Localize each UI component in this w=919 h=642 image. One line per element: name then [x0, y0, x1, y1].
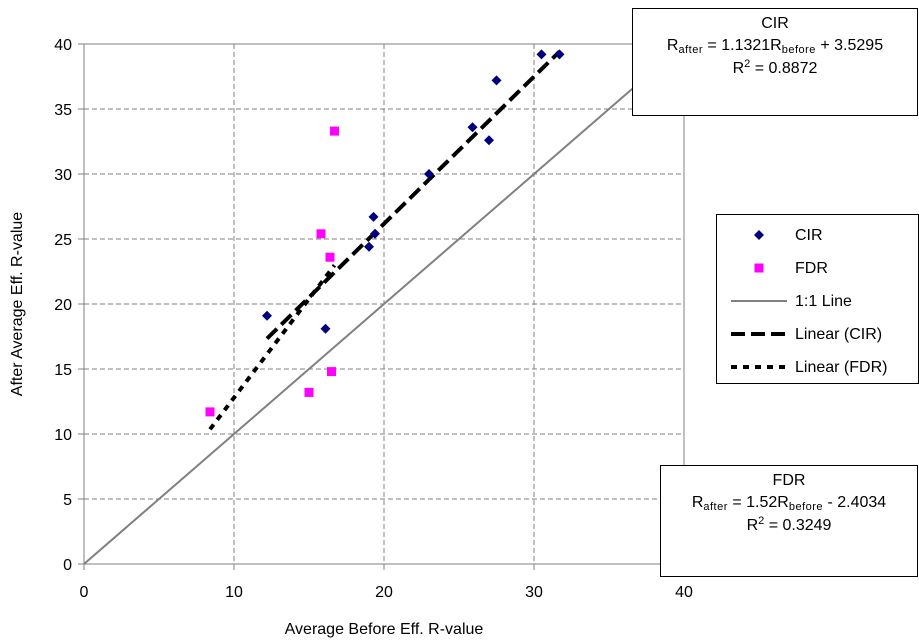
fdr-point — [327, 367, 336, 377]
cir-point — [536, 49, 547, 60]
cir-equation: Rafter = 1.1321Rbefore + 3.5295 — [666, 36, 884, 56]
fdr-point — [330, 126, 339, 136]
cir-equation-title: CIR — [761, 15, 789, 32]
fdr-r-squared: R2 = 0.3249 — [746, 515, 832, 535]
legend-label: 1:1 Line — [795, 293, 852, 310]
y-tick-label: 15 — [54, 362, 72, 379]
cir-point — [370, 228, 380, 239]
legend-marker-cir — [754, 230, 764, 240]
y-tick-label: 40 — [54, 37, 72, 54]
cir-point — [554, 49, 565, 60]
cir-point — [424, 169, 434, 179]
cir-point — [262, 310, 272, 321]
fdr-equation-title: FDR — [772, 472, 806, 489]
cir-point — [491, 75, 502, 86]
y-tick-label: 30 — [54, 167, 72, 184]
y-tick-label: 35 — [54, 102, 72, 119]
series-points — [205, 49, 565, 417]
axis-ticks: 0 5 10 15 20 25 30 35 40 0 10 20 30 40 — [54, 37, 693, 601]
series-lines — [83, 43, 685, 565]
cir-point — [467, 122, 478, 133]
legend-label: CIR — [795, 227, 823, 244]
legend-symbol-1-1-line — [731, 300, 787, 302]
fdr-equation-box: FDR Rafter = 1.52Rbefore - 2.4034 R2 = 0… — [660, 465, 918, 577]
cir-r-squared: R2 = 0.8872 — [732, 58, 818, 78]
legend-item-linear-cir: Linear (CIR) — [717, 322, 918, 346]
linear-fdr-line — [208, 264, 337, 431]
y-tick-label: 10 — [54, 427, 72, 444]
legend-label: Linear (CIR) — [795, 326, 883, 343]
gridlines — [84, 44, 684, 564]
cir-point — [320, 323, 331, 334]
legend-item-linear-fdr: Linear (FDR) — [717, 355, 918, 379]
legend-symbol-fdr — [754, 263, 764, 273]
x-tick-label: 20 — [375, 584, 393, 601]
x-tick-label: 30 — [525, 584, 543, 601]
linear-cir-line — [265, 50, 561, 341]
1-1-line-line — [83, 43, 685, 565]
y-tick-label: 5 — [63, 492, 72, 509]
legend-label: FDR — [795, 260, 828, 277]
y-tick-label: 20 — [54, 297, 72, 314]
cir-point — [484, 135, 494, 146]
legend-label: Linear (FDR) — [795, 359, 888, 376]
legend-symbol-linear-fdr — [731, 365, 787, 369]
legend-symbol-cir — [754, 230, 764, 240]
x-tick-label: 0 — [80, 584, 89, 601]
fdr-equation: Rafter = 1.52Rbefore - 2.4034 — [691, 493, 887, 513]
fdr-point — [304, 387, 314, 397]
legend-item-1-1-line: 1:1 Line — [717, 289, 918, 313]
x-axis-title: Average Before Eff. R-value — [285, 621, 484, 638]
legend-item-cir: CIR — [717, 223, 918, 247]
fdr-point — [316, 229, 326, 239]
x-tick-label: 10 — [225, 584, 243, 601]
fdr-point — [205, 407, 215, 417]
cir-equation-box: CIR Rafter = 1.1321Rbefore + 3.5295 R2 =… — [632, 8, 918, 116]
y-tick-label: 25 — [54, 232, 72, 249]
cir-point — [368, 211, 379, 222]
fdr-point — [325, 252, 335, 262]
legend-marker-fdr — [754, 263, 764, 273]
legend: CIR FDR 1:1 Line Linear (CIR) Linear (FDR) — [716, 214, 919, 384]
y-tick-label: 0 — [63, 557, 72, 574]
legend-symbol-linear-cir — [731, 332, 787, 336]
legend-item-fdr: FDR — [717, 256, 918, 280]
cir-point — [364, 241, 374, 252]
y-axis-title: After Average Eff. R-value — [9, 212, 26, 397]
x-tick-label: 40 — [675, 584, 693, 601]
